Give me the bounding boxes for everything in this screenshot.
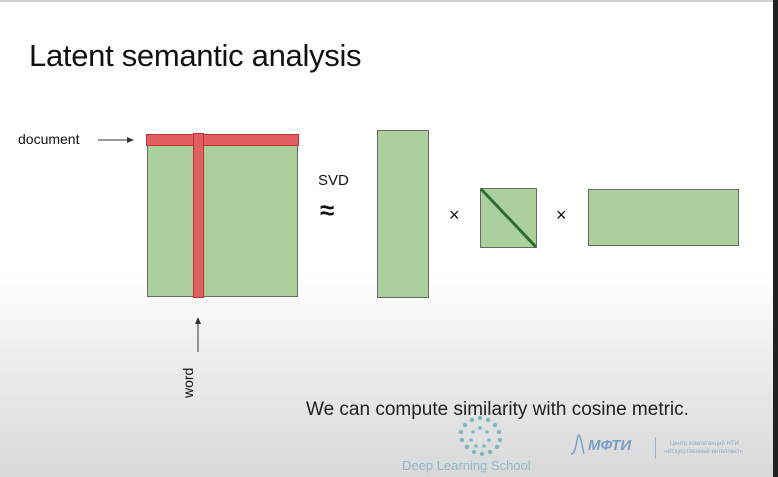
u-matrix — [377, 130, 429, 298]
deep-learning-school-logo — [458, 415, 503, 457]
top-border — [0, 0, 778, 2]
document-row-highlight — [146, 134, 299, 146]
document-arrow — [98, 137, 134, 143]
sigma-matrix — [480, 188, 537, 248]
v-matrix — [588, 189, 739, 246]
mipt-logo-text: МФТИ — [588, 437, 632, 454]
term-document-matrix — [147, 136, 298, 297]
word-column-highlight — [193, 133, 204, 298]
footer-divider — [655, 437, 656, 459]
word-arrow — [195, 317, 201, 352]
approx-symbol: ≈ — [320, 195, 335, 225]
deep-learning-school-text: Deep Learning School — [402, 458, 531, 473]
multiply-symbol-1: × — [449, 205, 460, 225]
caption-text: We can compute similarity with cosine me… — [306, 399, 689, 420]
document-label: document — [18, 131, 80, 147]
nti-center-line1: Центр компетенций НТИ — [670, 441, 739, 447]
multiply-symbol-2: × — [556, 205, 567, 225]
word-label: word — [180, 367, 196, 398]
slide-title: Latent semantic analysis — [29, 38, 362, 73]
nti-center-line2: «Искусственный интеллект» — [664, 449, 744, 455]
svd-label: SVD — [318, 172, 349, 189]
mipt-logo-mark — [570, 434, 585, 455]
right-edge-bar — [773, 0, 778, 477]
